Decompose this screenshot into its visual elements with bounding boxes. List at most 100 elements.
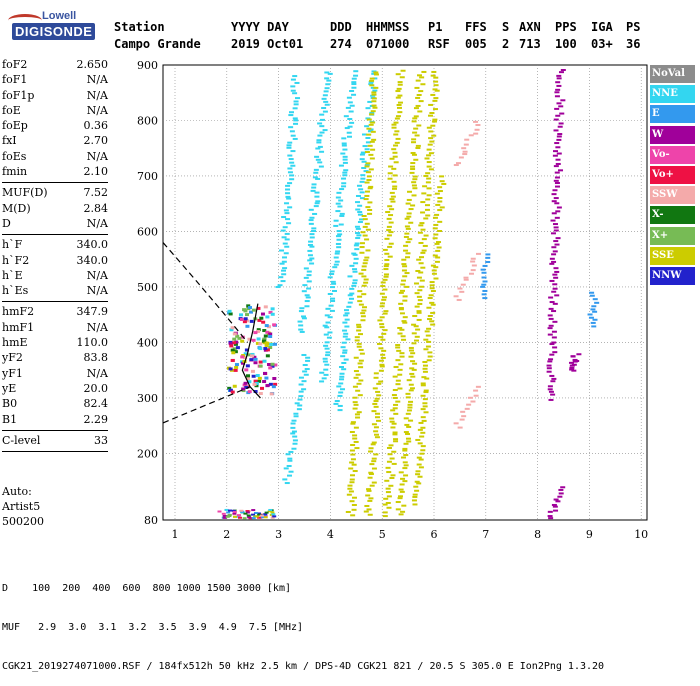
trace-mark-sse	[408, 383, 414, 386]
trace-mark-nne	[341, 182, 347, 185]
trace-mark-sse	[415, 147, 421, 150]
y-tick-label: 600	[137, 225, 158, 238]
plot-frame	[162, 64, 648, 521]
param-value: N/A	[86, 149, 108, 163]
trace-mark-sse	[400, 477, 406, 480]
trace-mark-sse	[426, 359, 432, 362]
trace-mark-sse	[388, 221, 394, 224]
trace-mark-sse	[419, 279, 425, 282]
pps-value: 100	[555, 37, 577, 51]
trace-mark-w	[547, 510, 553, 513]
trace-mark-sse	[395, 359, 401, 362]
trace-mark-nne	[330, 280, 336, 283]
trace-mark-sse	[416, 318, 422, 321]
trace-mark-nne	[308, 208, 314, 211]
trace-mark-sse	[347, 487, 353, 490]
trace-mark-nne	[372, 77, 378, 80]
trace-mark-sse	[355, 416, 361, 419]
trace-mark-w	[554, 176, 560, 179]
trace-mark-nne	[338, 391, 344, 394]
trace-mark-nne	[344, 318, 350, 321]
trace-mark-w	[554, 243, 560, 246]
muf-row: MUF 2.9 3.0 3.1 3.2 3.5 3.9 4.9 7.5 [MHz…	[2, 622, 304, 633]
x-tick-label: 7	[482, 528, 489, 541]
trace-mark-sse	[361, 265, 367, 268]
f-layer-echo	[228, 388, 233, 392]
trace-mark-sse	[389, 420, 395, 423]
trace-mark-sse	[371, 460, 377, 463]
trace-mark-sse	[420, 211, 426, 214]
trace-mark-nne	[319, 150, 325, 153]
trace-mark-sse	[352, 385, 358, 388]
trace-mark-nne	[335, 196, 341, 199]
trace-mark-sse	[437, 196, 443, 199]
param-value: 7.52	[83, 186, 109, 200]
param-value: N/A	[86, 284, 108, 298]
trace-mark-sse	[402, 447, 408, 450]
trace-mark-sse	[387, 245, 393, 248]
trace-mark-nne	[347, 117, 353, 120]
trace-mark-sse	[390, 195, 396, 198]
profile-extrapolation-upper	[162, 242, 248, 343]
trace-mark-sse	[408, 389, 414, 392]
f-layer-echo	[253, 331, 258, 335]
trace-mark-w	[552, 302, 558, 305]
trace-mark-sse	[361, 309, 367, 312]
f-layer-echo	[249, 358, 254, 362]
trace-mark-sse	[415, 438, 421, 441]
trace-mark-nne	[338, 382, 344, 385]
trace-mark-sse	[415, 96, 421, 99]
trace-mark-sse	[349, 461, 355, 464]
trace-mark-nne	[293, 415, 299, 418]
trace-mark-w	[552, 273, 558, 276]
trace-mark-w	[553, 118, 559, 121]
trace-mark-nne	[340, 152, 346, 155]
trace-mark-sse	[371, 100, 377, 103]
param-row: yE 20.0	[2, 382, 108, 397]
trace-mark-sse	[423, 174, 429, 177]
trace-mark-w	[552, 351, 558, 354]
trace-mark-sse	[374, 416, 380, 419]
trace-mark-w	[552, 505, 558, 508]
trace-mark-sse	[345, 510, 351, 513]
trace-mark-sse	[381, 296, 387, 299]
trace-mark-nne	[335, 235, 341, 238]
f-layer-echo	[248, 310, 253, 314]
legend-item-vo-: Vo-	[650, 145, 695, 164]
f-layer-echo	[243, 309, 248, 313]
trace-mark-nne	[355, 237, 361, 240]
f-layer-echo	[259, 316, 264, 320]
trace-mark-sse	[366, 127, 372, 130]
trace-mark-nne	[327, 292, 333, 295]
param-row: B1 2.29	[2, 413, 108, 428]
f-layer-echo	[263, 347, 268, 351]
trace-mark-sse	[403, 442, 409, 445]
f-layer-echo	[272, 323, 277, 327]
trace-mark-w	[549, 353, 555, 356]
trace-mark-nne	[324, 347, 330, 350]
trace-mark-nne	[333, 219, 339, 222]
trace-mark-e	[592, 298, 598, 301]
trace-mark-sse	[434, 89, 440, 92]
f-layer-echo	[231, 351, 236, 355]
trace-mark-sse	[397, 101, 403, 104]
param-row: foE N/A	[2, 104, 108, 119]
trace-mark-w	[554, 185, 560, 188]
trace-mark-nne	[357, 221, 363, 224]
param-label: foE	[2, 103, 21, 117]
trace-mark-sse	[424, 377, 430, 380]
trace-mark-nne	[285, 192, 291, 195]
trace-mark-nne	[286, 146, 292, 149]
trace-mark-nne	[293, 100, 299, 103]
trace-mark-sse	[364, 151, 370, 154]
trace-mark-w	[547, 333, 553, 336]
trace-mark-sse	[429, 140, 435, 143]
trace-mark-ssw	[470, 269, 476, 272]
trace-mark-sse	[416, 93, 422, 96]
trace-mark-w	[554, 171, 560, 174]
trace-mark-nne	[342, 161, 348, 164]
x-tick-label: 4	[327, 528, 334, 541]
trace-mark-w	[553, 197, 559, 200]
trace-mark-sse	[420, 201, 426, 204]
trace-mark-e	[594, 301, 600, 304]
